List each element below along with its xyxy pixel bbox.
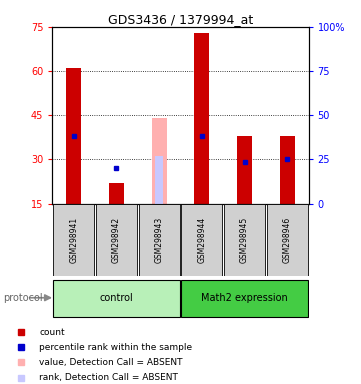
Text: value, Detection Call = ABSENT: value, Detection Call = ABSENT	[39, 358, 183, 367]
Bar	[267, 204, 308, 276]
Text: GSM298946: GSM298946	[283, 217, 292, 263]
Text: control: control	[100, 293, 133, 303]
Title: GDS3436 / 1379994_at: GDS3436 / 1379994_at	[108, 13, 253, 26]
Text: GSM298941: GSM298941	[69, 217, 78, 263]
Bar	[237, 136, 252, 204]
Text: GSM298945: GSM298945	[240, 217, 249, 263]
Bar	[194, 33, 209, 204]
Bar	[53, 280, 180, 317]
Bar	[181, 204, 222, 276]
Bar	[109, 183, 124, 204]
Bar	[181, 280, 308, 317]
Bar	[224, 204, 265, 276]
Text: protocol: protocol	[4, 293, 43, 303]
Bar	[280, 136, 295, 204]
Text: GSM298944: GSM298944	[197, 217, 206, 263]
Text: Math2 expression: Math2 expression	[201, 293, 288, 303]
Bar	[96, 204, 137, 276]
Text: count: count	[39, 328, 65, 336]
Bar	[155, 156, 163, 204]
Bar	[53, 204, 94, 276]
Bar	[139, 204, 180, 276]
Text: rank, Detection Call = ABSENT: rank, Detection Call = ABSENT	[39, 373, 178, 382]
Bar	[152, 118, 167, 204]
Text: GSM298943: GSM298943	[155, 217, 164, 263]
Text: GSM298942: GSM298942	[112, 217, 121, 263]
Text: percentile rank within the sample: percentile rank within the sample	[39, 343, 192, 352]
Bar	[66, 68, 81, 204]
